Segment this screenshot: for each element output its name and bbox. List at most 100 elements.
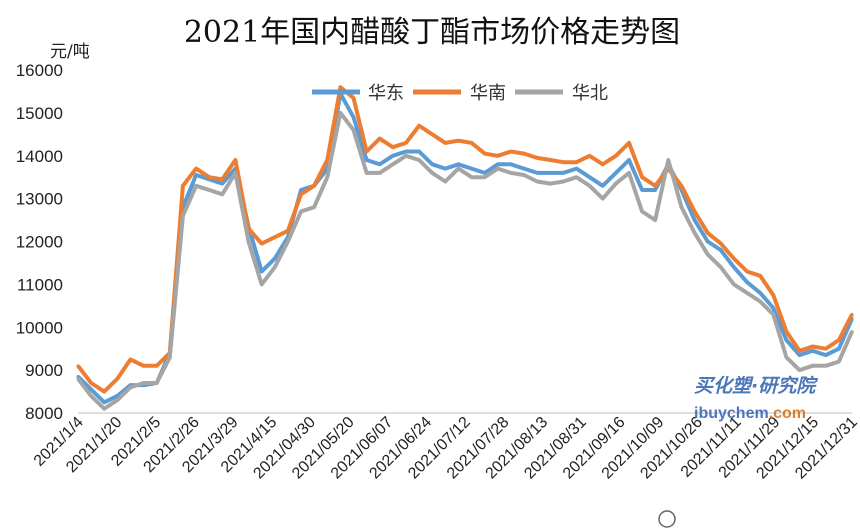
data-point <box>627 158 631 162</box>
data-point <box>483 152 487 156</box>
data-point <box>89 387 93 391</box>
data-point <box>824 364 828 368</box>
y-axis-ticks: 8000 9000 10000 11000 12000 13000 14000 15000 16… <box>16 61 63 423</box>
y-tick-label: 16000 <box>16 61 63 80</box>
watermark-url: ibuychem.com <box>694 405 806 422</box>
data-point <box>299 192 303 196</box>
chart-title: 2021年国内醋酸丁酯市场价格走势图 <box>184 15 680 50</box>
legend-label-huadong: 华东 <box>368 83 404 104</box>
footer-left-text: 大数跨境 <box>42 511 98 527</box>
data-point <box>784 355 788 359</box>
data-point <box>220 192 224 196</box>
footer-right-text: 买化塑产研中心 <box>684 512 782 528</box>
data-point <box>561 179 565 183</box>
legend-label-huanan: 华南 <box>470 83 506 104</box>
data-point <box>575 175 579 179</box>
data-point <box>784 338 788 342</box>
y-tick-label: 14000 <box>16 147 63 166</box>
data-point <box>299 209 303 213</box>
data-point <box>679 205 683 209</box>
data-point <box>220 182 224 186</box>
data-point <box>404 141 408 145</box>
data-point <box>824 347 828 351</box>
watermark-brand: 买化塑·研究院 <box>694 375 818 397</box>
data-point <box>233 171 237 175</box>
data-point <box>260 270 264 274</box>
data-point <box>522 167 526 171</box>
data-point <box>496 154 500 158</box>
data-point <box>837 338 841 342</box>
data-point <box>483 175 487 179</box>
y-tick-label: 13000 <box>16 190 63 209</box>
data-point <box>115 398 119 402</box>
data-point <box>640 175 644 179</box>
data-point <box>745 270 749 274</box>
footer-overlay: 大数跨境 买化塑产研中心 <box>8 510 782 528</box>
y-tick-label: 11000 <box>17 275 63 294</box>
y-axis-unit: 元/吨 <box>50 42 90 62</box>
data-point <box>614 154 618 158</box>
series-line-2 <box>76 110 854 411</box>
data-point <box>522 152 526 156</box>
data-point <box>483 171 487 175</box>
data-point <box>89 394 93 398</box>
data-point <box>627 141 631 145</box>
data-point <box>391 154 395 158</box>
data-point <box>233 158 237 162</box>
data-point <box>456 162 460 166</box>
data-point <box>417 158 421 162</box>
data-point <box>299 188 303 192</box>
data-point <box>102 407 106 411</box>
data-point <box>653 188 657 192</box>
data-point <box>351 128 355 132</box>
data-point <box>614 171 618 175</box>
data-point <box>247 240 251 243</box>
data-point <box>181 214 185 218</box>
series-line-0 <box>76 91 854 405</box>
data-point <box>207 188 211 192</box>
data-point <box>430 171 434 175</box>
data-point <box>496 167 500 171</box>
data-point <box>693 218 697 222</box>
data-point <box>706 240 710 243</box>
data-point <box>260 282 264 286</box>
data-point <box>575 160 579 164</box>
data-point <box>614 182 618 186</box>
data-point <box>771 293 775 297</box>
data-point <box>391 162 395 166</box>
data-point <box>548 182 552 186</box>
data-point <box>811 345 815 349</box>
data-point <box>286 240 290 243</box>
data-point <box>561 160 565 164</box>
data-point <box>76 375 80 379</box>
data-point <box>811 364 815 368</box>
data-point <box>771 306 775 310</box>
data-point <box>640 209 644 213</box>
data-point <box>365 149 369 153</box>
data-point <box>535 156 539 160</box>
y-tick-label: 15000 <box>16 104 63 123</box>
y-tick-label: 10000 <box>16 318 63 337</box>
data-point <box>771 312 775 316</box>
data-point <box>312 205 316 209</box>
data-point <box>588 175 592 179</box>
data-point <box>575 167 579 171</box>
data-point <box>155 381 159 385</box>
y-tick-label: 9000 <box>25 361 63 380</box>
data-point <box>273 235 277 239</box>
data-point <box>850 312 854 316</box>
data-point <box>456 139 460 143</box>
data-point <box>378 171 382 175</box>
watermark: 买化塑·研究院 ibuychem.com <box>694 375 818 422</box>
data-point <box>798 368 802 372</box>
data-point <box>561 171 565 175</box>
data-point <box>588 154 592 158</box>
data-point <box>666 158 670 162</box>
data-point <box>758 300 762 304</box>
data-point <box>391 145 395 149</box>
data-point <box>732 265 736 269</box>
data-point <box>509 162 513 166</box>
data-point <box>430 132 434 136</box>
data-point <box>496 162 500 166</box>
data-point <box>601 197 605 201</box>
